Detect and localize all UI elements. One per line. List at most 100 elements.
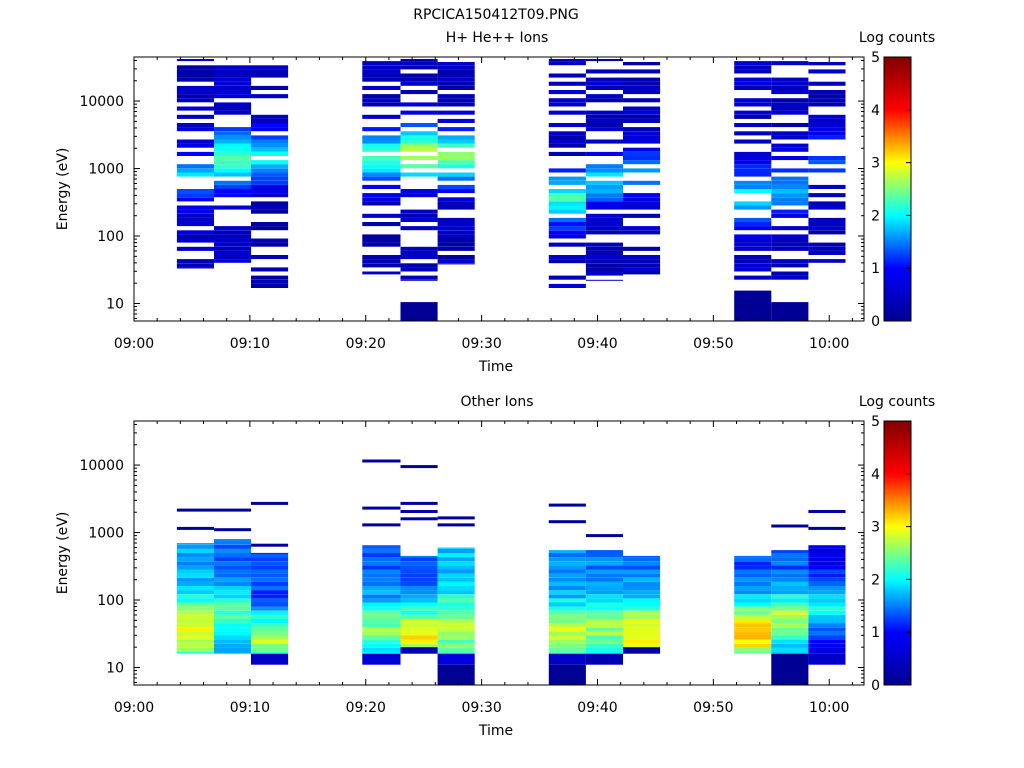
colorbar-tick-label: 0: [871, 314, 880, 330]
heatmap-cell: [808, 614, 846, 619]
heatmap-cell: [808, 545, 846, 549]
x-tick-label: 09:40: [577, 336, 617, 352]
heatmap-cell: [585, 81, 623, 86]
heatmap-cell: [362, 594, 401, 599]
heatmap-cell: [734, 569, 772, 574]
heatmap-cell: [734, 565, 772, 570]
heatmap-cell: [548, 90, 586, 95]
heatmap-cell: [808, 627, 846, 632]
heatmap-cell: [585, 59, 623, 62]
heatmap-cell: [548, 61, 586, 66]
heatmap-cell: [176, 623, 214, 628]
heatmap-cell: [214, 238, 252, 243]
heatmap-cell: [176, 164, 214, 169]
heatmap-cell: [400, 598, 438, 603]
heatmap-cell: [548, 569, 586, 574]
heatmap-cell: [362, 77, 401, 82]
heatmap-cell: [548, 197, 586, 202]
heatmap-cell: [362, 635, 401, 640]
heatmap-cell: [176, 238, 214, 243]
heatmap-cell: [362, 234, 401, 239]
heatmap-cell: [623, 577, 661, 582]
heatmap-cell: [176, 259, 214, 264]
colorbar-label: Log counts: [859, 30, 935, 46]
heatmap-cell: [808, 594, 846, 599]
heatmap-cell: [362, 647, 401, 652]
heatmap-cell: [771, 627, 809, 632]
heatmap-cell: [214, 143, 252, 148]
heatmap-cell: [548, 98, 586, 103]
heatmap-cell: [734, 156, 772, 161]
heatmap-cell: [362, 114, 401, 119]
heatmap-cell: [214, 168, 252, 173]
heatmap-cells: [176, 459, 846, 685]
panel-other-ions: Other Ions 09:00 09:10 09:20 09:30 09:40 09:5…: [55, 394, 935, 739]
heatmap-cell: [623, 565, 661, 570]
heatmap-cell: [585, 197, 623, 202]
heatmap-cell: [585, 263, 623, 268]
colorbar-tick-label: 5: [871, 414, 880, 430]
heatmap-cell: [548, 180, 586, 185]
heatmap-cell: [400, 465, 438, 469]
heatmap-cell: [214, 539, 252, 541]
heatmap-cell: [362, 581, 401, 586]
heatmap-cell: [176, 553, 214, 558]
heatmap-cell: [362, 590, 401, 595]
heatmap-cell: [176, 594, 214, 599]
colorbar: 0 1 2 3 4 5: [871, 414, 912, 694]
heatmap-cell: [734, 557, 772, 562]
heatmap-cell: [362, 653, 401, 665]
heatmap-cell: [214, 94, 252, 99]
heatmap-cell: [623, 271, 661, 275]
colorbar-tick-label: 3: [871, 156, 880, 172]
x-tick-label: 10:00: [809, 700, 849, 716]
heatmap-cell: [808, 573, 846, 578]
heatmap-cell: [251, 569, 289, 574]
heatmap-cell: [400, 610, 438, 615]
heatmap-cell: [623, 259, 661, 264]
heatmap-cell: [808, 553, 846, 558]
heatmap-cell: [623, 81, 661, 86]
heatmap-cell: [214, 598, 252, 603]
heatmap-cell: [400, 73, 438, 78]
heatmap-cell: [251, 631, 289, 636]
heatmap-cell: [437, 160, 475, 165]
heatmap-cell: [362, 652, 401, 654]
heatmap-cell: [362, 65, 401, 70]
x-axis-label: Time: [478, 723, 513, 739]
heatmap-cell: [771, 581, 809, 586]
heatmap-cell: [400, 275, 438, 280]
heatmap-cell: [548, 594, 586, 599]
heatmap-cell: [437, 573, 475, 578]
heatmap-cell: [585, 242, 623, 247]
heatmap-cell: [548, 602, 586, 607]
heatmap-cell: [734, 246, 772, 251]
colorbar-tick-label: 4: [871, 467, 880, 483]
heatmap-cell: [251, 135, 289, 140]
heatmap-cell: [400, 623, 438, 628]
heatmap-cell: [251, 85, 289, 90]
heatmap-cell: [771, 586, 809, 591]
heatmap-cell: [214, 250, 252, 255]
heatmap-cell: [214, 631, 252, 636]
heatmap-cell: [585, 606, 623, 611]
heatmap-cell: [548, 226, 586, 231]
heatmap-cell: [437, 614, 475, 619]
heatmap-cell: [251, 553, 289, 558]
heatmap-cell: [771, 653, 809, 685]
heatmap-cell: [734, 602, 772, 607]
y-tick-label: 100: [97, 593, 124, 609]
heatmap-cell: [734, 610, 772, 615]
heatmap-cell: [734, 627, 772, 632]
heatmap-cell: [251, 176, 289, 181]
heatmap-cell: [808, 226, 846, 231]
heatmap-cell: [362, 127, 401, 132]
heatmap-cell: [176, 213, 214, 218]
heatmap-cell: [251, 573, 289, 578]
heatmap-cell: [362, 548, 401, 553]
heatmap-cell: [437, 139, 475, 144]
heatmap-cell: [734, 81, 772, 86]
figure-title: RPCICA150412T09.PNG: [413, 7, 578, 23]
heatmap-cell: [437, 127, 475, 132]
heatmap-cell: [585, 590, 623, 595]
